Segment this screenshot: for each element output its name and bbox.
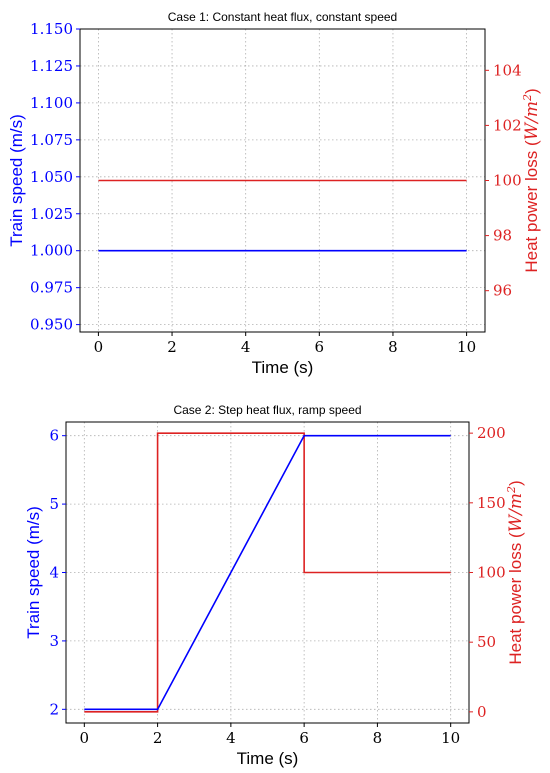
left-y-tick-label: 4 (49, 564, 59, 582)
right-y-label-prefix: Heat power loss ( (522, 140, 541, 273)
right-y-label-math: W/m (506, 493, 526, 532)
right-y-label-math: W/m (522, 101, 542, 140)
heat-series-line (84, 432, 451, 713)
left-y-tick-label: 1.025 (30, 205, 73, 223)
chart-title: Case 1: Constant heat flux, constant spe… (168, 10, 397, 24)
x-tick-label: 0 (80, 729, 90, 747)
left-y-tick-label: 5 (49, 495, 59, 513)
x-tick-label: 10 (457, 338, 476, 356)
speed-series-line (84, 434, 451, 711)
subplot-1: 0 2 4 6 8 10 0.950 0.975 1.000 1.025 1.050 1.075 1.1… (7, 10, 542, 377)
left-y-tick-label: 3 (49, 632, 59, 650)
right-y-tick-label: 96 (493, 282, 512, 300)
x-tick-label: 6 (315, 338, 325, 356)
right-y-label-suffix: ) (506, 480, 525, 486)
right-y-axis-label: Heat power loss (W/m2) (505, 480, 526, 664)
right-y-tick-label: 98 (493, 227, 512, 245)
chart-title: Case 2: Step heat flux, ramp speed (173, 403, 361, 417)
left-y-tick-label: 1.100 (30, 94, 73, 112)
x-tick-label: 8 (388, 338, 398, 356)
left-y-tick-label: 1.000 (30, 242, 73, 260)
right-y-tick-label: 50 (477, 633, 496, 651)
right-y-tick-label: 200 (477, 424, 506, 442)
right-y-tick-label: 100 (477, 564, 506, 582)
left-y-tick-label: 2 (49, 700, 59, 718)
left-y-axis-label: Train speed (m/s) (24, 506, 43, 639)
right-y-label-sup: 2 (505, 486, 518, 494)
x-tick-label: 4 (241, 338, 251, 356)
left-y-tick-label: 6 (49, 427, 59, 445)
x-tick-label: 8 (373, 729, 383, 747)
x-tick-label: 10 (441, 729, 460, 747)
x-tick-label: 4 (226, 729, 236, 747)
left-y-tick-label: 1.150 (30, 20, 73, 38)
right-y-tick-label: 0 (477, 703, 487, 721)
right-y-axis-label: Heat power loss (W/m2) (521, 88, 542, 272)
right-y-tick-label: 104 (493, 61, 522, 79)
x-axis-label: Time (s) (252, 358, 314, 377)
left-y-tick-label: 1.050 (30, 168, 73, 186)
right-y-tick-label: 150 (477, 494, 506, 512)
x-tick-label: 0 (94, 338, 104, 356)
right-y-tick-label: 102 (493, 116, 522, 134)
right-y-label-sup: 2 (521, 94, 534, 102)
left-y-tick-label: 0.950 (30, 316, 73, 334)
right-y-label-suffix: ) (522, 88, 541, 94)
left-y-tick-label: 1.075 (30, 131, 73, 149)
x-tick-label: 6 (299, 729, 309, 747)
left-y-axis-label: Train speed (m/s) (7, 114, 26, 247)
x-tick-label: 2 (167, 338, 177, 356)
x-axis-label: Time (s) (237, 749, 299, 768)
left-y-tick-label: 0.975 (30, 279, 73, 297)
left-y-tick-label: 1.125 (30, 57, 73, 75)
right-y-tick-label: 100 (493, 172, 522, 190)
x-tick-label: 2 (153, 729, 163, 747)
right-y-label-prefix: Heat power loss ( (506, 532, 525, 665)
subplot-2: 0 2 4 6 8 10 2 3 4 5 6 0 50 100 150 200 Case 2: Step hea… (24, 403, 526, 768)
